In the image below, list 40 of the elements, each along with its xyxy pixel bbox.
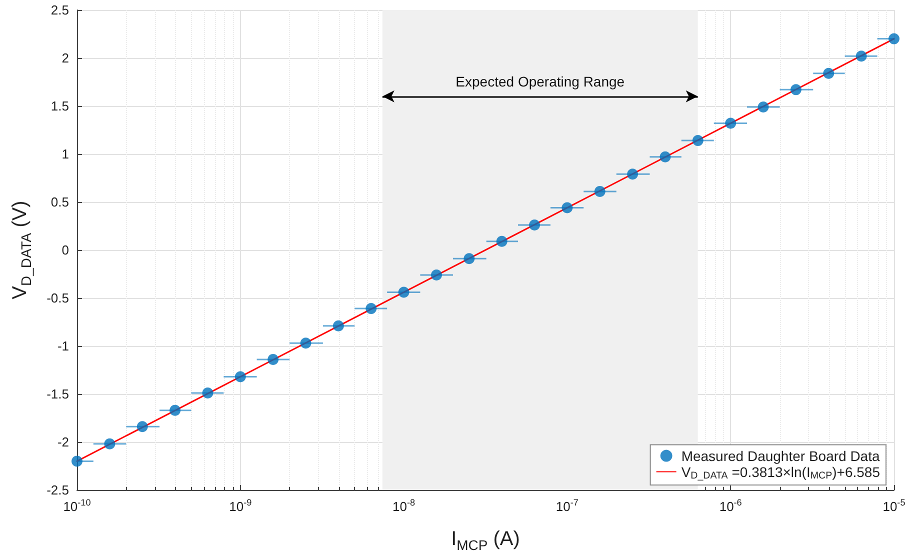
point <box>823 68 834 79</box>
point <box>627 168 638 180</box>
point <box>496 236 508 247</box>
point <box>430 269 442 280</box>
point <box>529 220 540 231</box>
point <box>268 354 279 365</box>
point <box>398 286 410 298</box>
point <box>136 421 148 432</box>
point <box>72 456 82 467</box>
y-tick-label: 2.5 <box>50 2 69 18</box>
y-tick-label: 0.5 <box>50 194 69 210</box>
point <box>300 338 312 349</box>
point <box>562 202 573 214</box>
point <box>758 101 769 112</box>
point <box>104 438 116 450</box>
legend-label: Measured Daughter Board Data <box>681 448 880 464</box>
point <box>888 33 900 44</box>
point <box>464 253 475 264</box>
point <box>856 50 867 62</box>
y-tick-label: -2 <box>57 434 69 450</box>
point <box>234 371 246 382</box>
y-tick-label: 0 <box>62 242 69 258</box>
point <box>202 388 214 399</box>
point <box>594 186 606 197</box>
y-tick-label: -1.5 <box>46 386 69 402</box>
point <box>725 118 736 129</box>
y-tick-label: 1.5 <box>50 98 69 114</box>
point <box>692 135 704 146</box>
point <box>790 84 802 96</box>
y-tick-label: 2 <box>62 50 69 66</box>
point <box>170 404 181 416</box>
y-tick-label: -2.5 <box>46 482 69 498</box>
point <box>366 303 377 314</box>
point <box>332 320 344 332</box>
point <box>660 151 671 162</box>
band-label: Expected Operating Range <box>456 73 625 90</box>
y-axis-title: VD_DATA (V) <box>9 200 34 300</box>
y-tick-label: -1 <box>57 338 69 354</box>
y-tick-label: -0.5 <box>46 290 69 306</box>
y-tick-label: 1 <box>62 146 69 162</box>
